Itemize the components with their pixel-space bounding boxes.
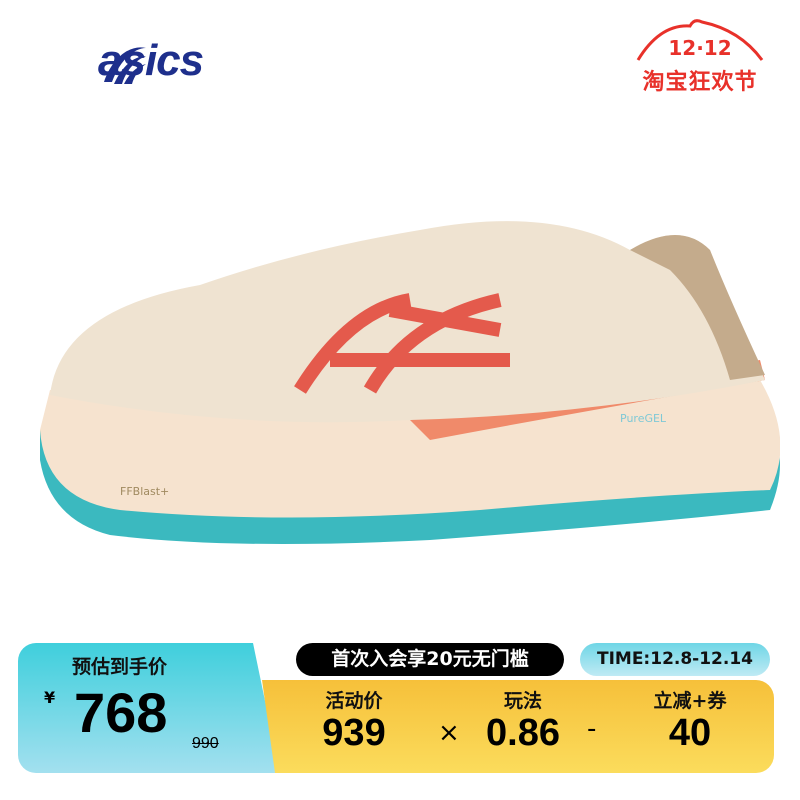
minus-sign: - [587, 714, 597, 744]
asics-logo-icon [104, 47, 146, 84]
original-price: 990 [192, 735, 219, 752]
member-offer-badge: 首次入会享20元无门槛 [296, 643, 564, 676]
estimate-price: 768 [74, 681, 168, 744]
arc-icon [636, 19, 764, 61]
discount-value: 40 [668, 712, 712, 754]
currency-symbol: ¥ [44, 688, 56, 707]
promo-name: 淘宝狂欢节 [642, 70, 758, 95]
estimate-label: 预估到手价 [72, 656, 168, 678]
activity-label: 活动价 [325, 690, 383, 712]
rule-label: 玩法 [503, 690, 542, 712]
stripes [294, 293, 510, 394]
upper [50, 221, 765, 423]
activity-value: 939 [322, 712, 386, 754]
times-sign: × [438, 718, 460, 748]
discount-label: 立减+券 [653, 690, 727, 712]
promo-date: 12·12 [668, 36, 732, 60]
shoe-image: FFBlast+ PureGEL [40, 221, 780, 544]
time-badge: TIME:12.8-12.14 [580, 643, 770, 676]
double-twelve-logo: 12·12 淘宝狂欢节 [620, 12, 780, 95]
estimate-panel [18, 643, 280, 773]
midsole-text: FFBlast+ [120, 485, 169, 498]
brand-logo-text: asics [98, 36, 204, 85]
gel-text: PureGEL [620, 412, 667, 425]
calculation-panel [262, 680, 774, 773]
rule-value: 0.86 [486, 712, 560, 754]
heel-collar [630, 235, 765, 380]
